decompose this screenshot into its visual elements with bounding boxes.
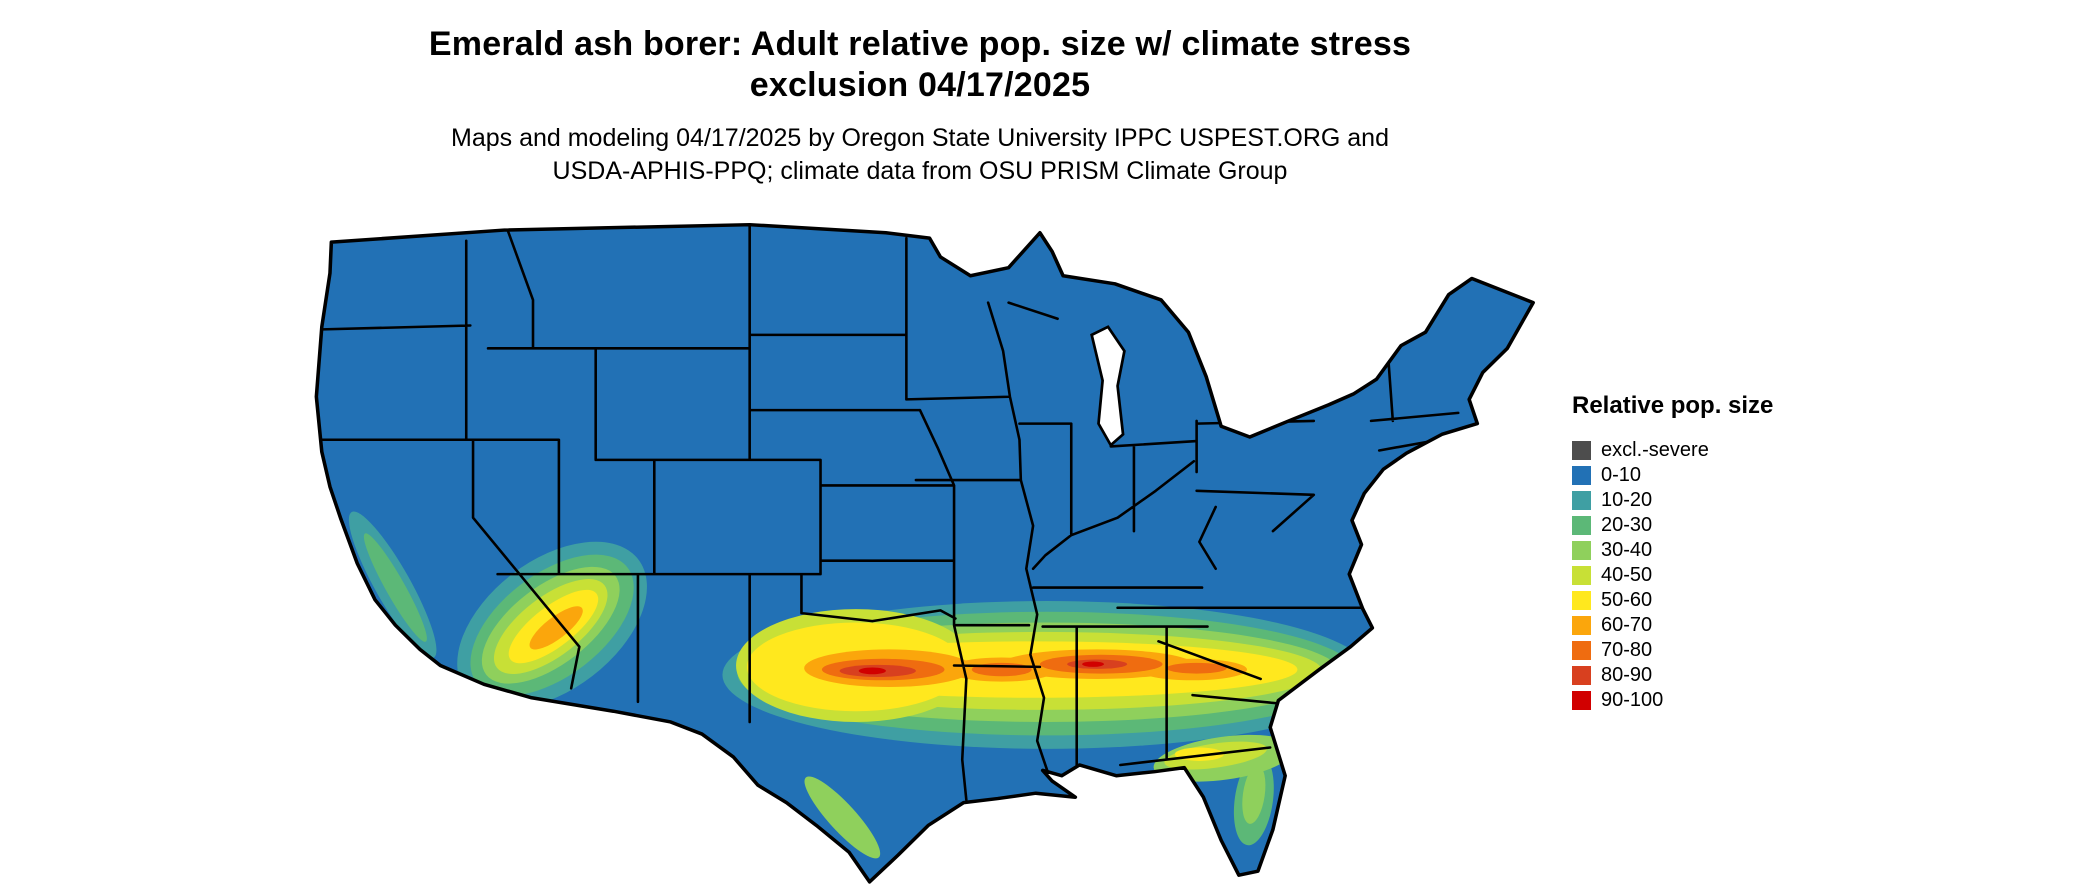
legend-label: 0-10 — [1601, 464, 1642, 486]
legend-item: 40-50 — [1572, 563, 1773, 588]
legend: Relative pop. size excl.-severe 0-10 10-20… — [1572, 392, 1773, 713]
legend-item: 70-80 — [1572, 638, 1773, 663]
legend-swatch — [1572, 441, 1591, 460]
legend-label: 10-20 — [1601, 489, 1653, 511]
lake-michigan — [1090, 325, 1126, 448]
legend-items: excl.-severe 0-10 10-20 20-30 30-40 40-50 50-6… — [1572, 438, 1773, 713]
pop-band-90-100 — [858, 661, 1104, 675]
figure-title: Emerald ash borer: Adult relative pop. s… — [300, 24, 1540, 106]
figure-subtitle-line2: USDA-APHIS-PPQ; climate data from OSU PR… — [552, 157, 1288, 185]
legend-item: 10-20 — [1572, 488, 1773, 513]
legend-swatch — [1572, 466, 1591, 485]
us-map — [300, 222, 1540, 892]
us-map-svg — [314, 222, 1535, 884]
legend-label: 40-50 — [1601, 564, 1653, 586]
figure-subtitle: Maps and modeling 04/17/2025 by Oregon S… — [300, 122, 1540, 188]
legend-swatch — [1572, 616, 1591, 635]
population-bands — [316, 224, 1460, 859]
legend-label: 60-70 — [1601, 614, 1653, 636]
legend-swatch — [1572, 691, 1591, 710]
legend-item: excl.-severe — [1572, 438, 1773, 463]
state-borders — [316, 224, 1460, 802]
legend-swatch — [1572, 516, 1591, 535]
legend-item: 90-100 — [1572, 688, 1773, 713]
figure-title-line2: exclusion 04/17/2025 — [749, 66, 1091, 104]
legend-swatch — [1572, 566, 1591, 585]
legend-label: 70-80 — [1601, 639, 1653, 661]
legend-item: 0-10 — [1572, 463, 1773, 488]
legend-title: Relative pop. size — [1572, 392, 1774, 419]
legend-swatch — [1572, 591, 1591, 610]
legend-item: 50-60 — [1572, 588, 1773, 613]
figure-title-line1: Emerald ash borer: Adult relative pop. s… — [428, 25, 1412, 63]
legend-swatch — [1572, 666, 1591, 685]
legend-label: 80-90 — [1601, 664, 1653, 686]
legend-swatch — [1572, 491, 1591, 510]
legend-label: excl.-severe — [1601, 439, 1709, 461]
figure-subtitle-line1: Maps and modeling 04/17/2025 by Oregon S… — [451, 124, 1389, 152]
legend-item: 20-30 — [1572, 513, 1773, 538]
us-landmass — [316, 224, 1534, 882]
legend-swatch — [1572, 641, 1591, 660]
legend-label: 90-100 — [1601, 689, 1664, 711]
legend-label: 30-40 — [1601, 539, 1653, 561]
legend-item: 60-70 — [1572, 613, 1773, 638]
legend-swatch — [1572, 541, 1591, 560]
legend-item: 30-40 — [1572, 538, 1773, 563]
legend-label: 50-60 — [1601, 589, 1653, 611]
legend-item: 80-90 — [1572, 663, 1773, 688]
legend-label: 20-30 — [1601, 514, 1653, 536]
